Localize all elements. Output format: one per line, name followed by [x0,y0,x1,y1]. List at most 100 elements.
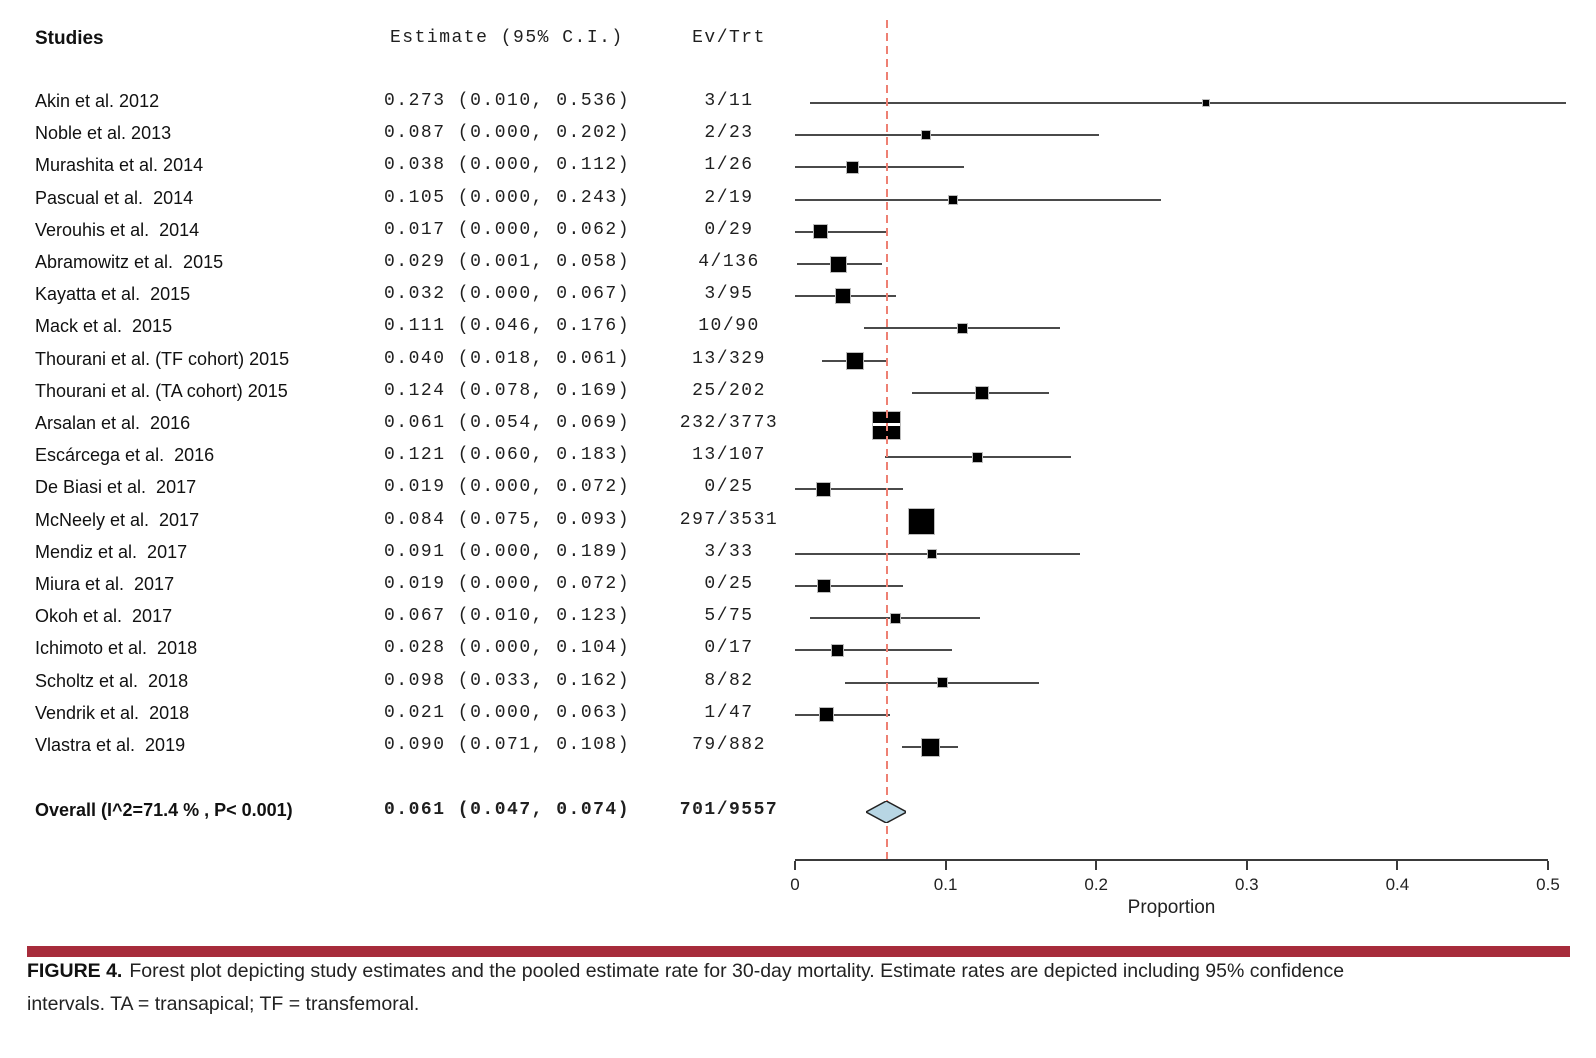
estimate-marker [974,385,989,400]
study-name: Arsalan et al. 2016 [35,413,191,433]
study-name: Miura et al. 2017 [35,574,175,594]
ci-line [795,713,890,716]
estimate-marker [830,643,844,657]
evtrt-text: 13/107 [692,445,766,466]
x-axis-tick [944,861,947,870]
estimate-text: 0.019 (0.000, 0.072) [384,574,631,594]
estimate-text: 0.273 (0.010, 0.536) [384,91,631,111]
x-axis-title: Proportion [1127,897,1216,918]
study-name: Mack et al. 2015 [35,316,173,337]
evtrt-text: 4/136 [698,252,760,272]
estimate-marker [927,548,938,559]
evtrt-text: 297/3531 [679,509,779,530]
x-axis-tick-label: 0.4 [1385,875,1410,894]
ci-line [810,102,1566,104]
ci-line [795,649,952,652]
estimate-text: 0.017 (0.000, 0.062) [384,219,631,240]
estimate-text: 0.038 (0.000, 0.112) [384,155,631,176]
study-name: Vlastra et al. 2019 [35,735,186,755]
estimate-text: 0.121 (0.060, 0.183) [384,445,631,466]
study-name: Thourani et al. (TA cohort) 2015 [35,380,288,401]
estimate-marker [816,579,831,593]
study-name: Verouhis et al. 2014 [35,219,200,240]
study-name: De Biasi et al. 2017 [35,477,197,498]
evtrt-text: 13/329 [692,348,766,369]
study-name: Murashita et al. 2014 [35,155,204,176]
estimate-text: 0.098 (0.033, 0.162) [384,670,631,691]
estimate-text: 0.040 (0.018, 0.061) [384,348,631,369]
caption-line-2: intervals. TA = transapical; TF = transf… [27,988,1572,1021]
caption-label: FIGURE 4. [27,960,123,982]
estimate-marker [971,451,983,463]
estimate-marker [948,194,959,205]
estimate-marker [816,481,832,497]
estimate-text: 0.084 (0.075, 0.093) [384,509,631,530]
estimate-text: 0.028 (0.000, 0.104) [384,638,631,659]
estimate-marker [937,677,949,689]
estimate-marker [956,322,968,334]
x-axis-tick [1245,861,1248,870]
study-name: Thourani et al. (TF cohort) 2015 [35,348,290,369]
study-name: Mendiz et al. 2017 [35,541,188,562]
estimate-text: 0.111 (0.046, 0.176) [384,316,631,337]
evtrt-text: 8/82 [704,670,754,691]
estimate-marker [819,707,835,723]
evtrt-text: 2/19 [704,187,754,208]
evtrt-text: 0/25 [704,574,754,594]
study-name: Scholtz et al. 2018 [35,670,189,691]
estimate-text: 0.032 (0.000, 0.067) [384,284,631,305]
study-name: Okoh et al. 2017 [35,606,173,627]
estimate-text: 0.061 (0.054, 0.069) [384,413,631,433]
evtrt-text: 79/882 [692,735,766,755]
ci-line [795,230,889,233]
x-axis-tick [794,861,796,870]
ci-line [795,552,1080,555]
estimate-text: 0.019 (0.000, 0.072) [384,477,631,498]
evtrt-text: 1/47 [704,702,754,723]
column-header-evtrt: Ev/Trt [692,28,766,48]
estimate-text: 0.067 (0.010, 0.123) [384,606,631,627]
estimate-text: 0.029 (0.001, 0.058) [384,252,631,272]
estimate-marker [835,288,852,305]
estimate-text: 0.091 (0.000, 0.189) [384,541,631,562]
x-axis-tick [1095,861,1098,870]
estimate-marker [1202,99,1211,107]
overall-diamond [864,800,909,824]
estimate-text: 0.105 (0.000, 0.243) [384,187,631,208]
evtrt-text: 232/3773 [679,413,779,433]
study-name: Pascual et al. 2014 [35,187,194,208]
evtrt-text: 0/29 [704,219,754,240]
study-name: Escárcega et al. 2016 [35,445,215,466]
pooled-dashed-line [885,20,888,859]
evtrt-text: 0/17 [704,638,754,659]
study-name: McNeely et al. 2017 [35,509,200,530]
estimate-text: 0.124 (0.078, 0.169) [384,380,631,401]
overall-evtrt-text: 701/9557 [679,800,779,820]
column-header-studies: Studies [35,28,104,49]
estimate-text: 0.090 (0.071, 0.108) [384,735,631,755]
evtrt-text: 2/23 [704,123,754,144]
caption-text-2: intervals. TA = transapical; TF = transf… [27,993,420,1015]
study-name: Akin et al. 2012 [35,91,160,111]
x-axis-tick-label: 0.3 [1234,875,1259,894]
study-name: Kayatta et al. 2015 [35,284,191,305]
evtrt-text: 25/202 [692,380,766,401]
study-name: Vendrik et al. 2018 [35,702,190,723]
overall-label: Overall (I^2=71.4 % , P< 0.001) [35,800,293,820]
ci-line [795,134,1100,137]
estimate-marker [908,508,935,536]
column-header-estimate: Estimate (95% C.I.) [390,28,624,48]
overall-estimate-text: 0.061 (0.047, 0.074) [384,800,631,820]
estimate-marker [921,737,941,757]
estimate-marker [890,612,902,624]
figure-caption: FIGURE 4. Forest plot depicting study est… [27,955,1572,1021]
study-name: Ichimoto et al. 2018 [35,638,198,659]
evtrt-text: 3/33 [704,541,754,562]
ci-line [795,585,904,587]
x-axis-tick [1547,861,1549,870]
caption-text-1: Forest plot depicting study estimates an… [129,960,1345,982]
ci-line [795,198,1161,201]
ci-line [795,166,964,169]
